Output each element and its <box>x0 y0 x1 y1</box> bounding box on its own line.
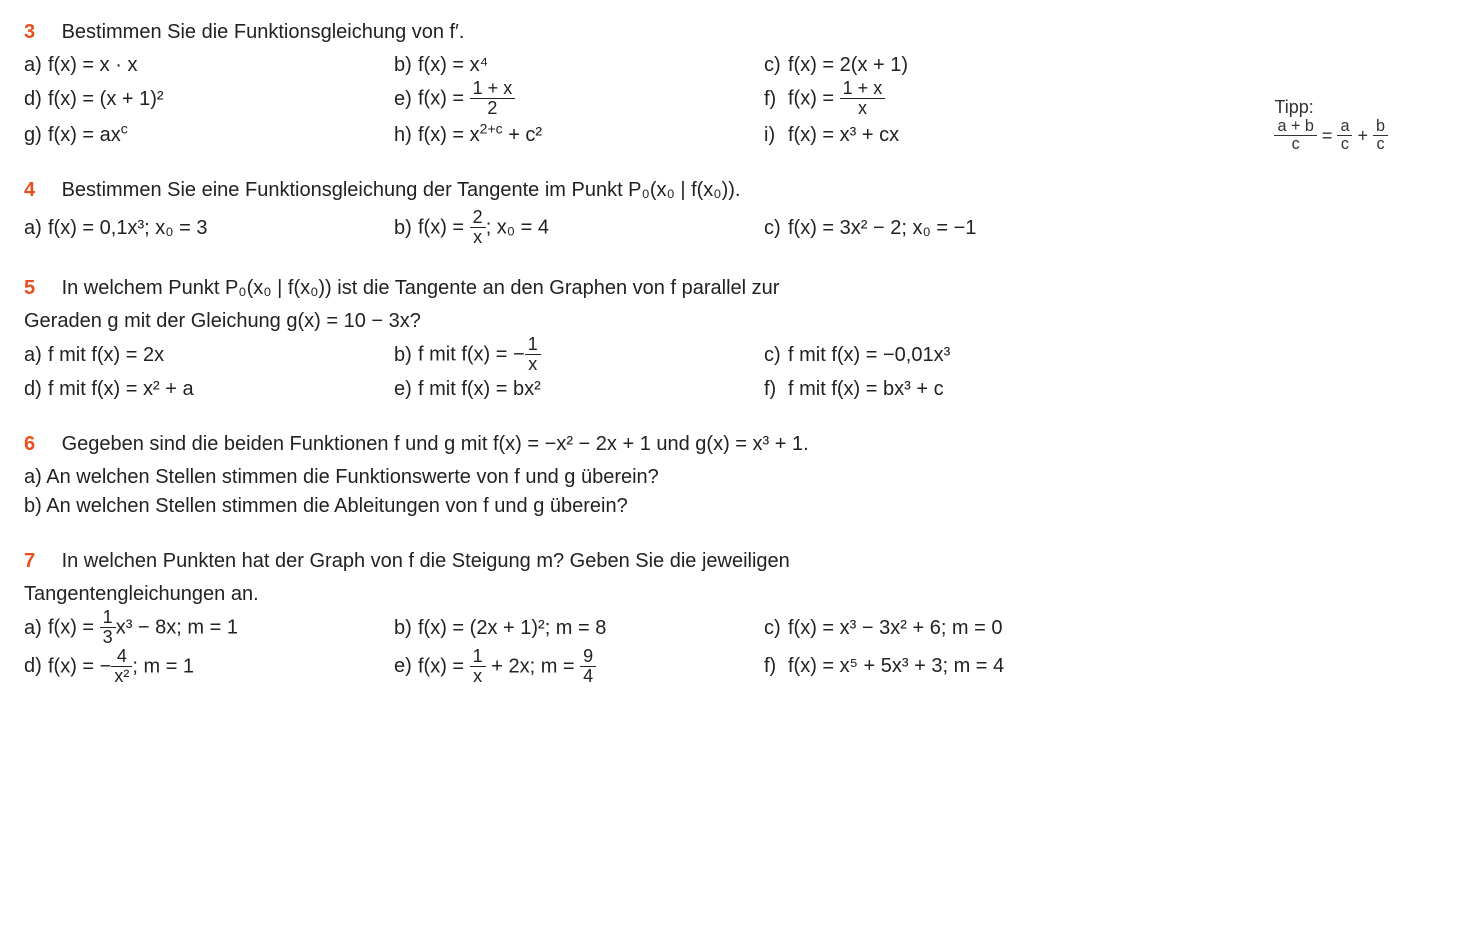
q3-h: h)f(x) = x2+c + c² <box>394 119 764 151</box>
q4-prompt: 4 Bestimmen Sie eine Funktionsgleichung … <box>24 176 1434 205</box>
q6-a: a) An welchen Stellen stimmen die Funkti… <box>24 463 1434 492</box>
question-7: 7 In welchen Punkten hat der Graph von f… <box>24 547 1434 687</box>
tipp-label: Tipp: <box>1274 96 1388 119</box>
tipp-formula: a + bc = ac + bc <box>1274 119 1388 154</box>
q3-i: i)f(x) = x³ + cx <box>764 121 1134 150</box>
q5-number: 5 <box>24 274 46 303</box>
q7-c: c)f(x) = x³ − 3x² + 6; m = 0 <box>764 614 1134 643</box>
q5-f: f)f mit f(x) = bx³ + c <box>764 375 1134 404</box>
q4-a: a)f(x) = 0,1x³; x₀ = 3 <box>24 214 394 243</box>
q7-prompt: 7 In welchen Punkten hat der Graph von f… <box>24 547 1434 576</box>
q4-c: c)f(x) = 3x² − 2; x₀ = −1 <box>764 214 1134 243</box>
q3-c: c)f(x) = 2(x + 1) <box>764 51 1134 80</box>
q5-prompt: 5 In welchem Punkt P₀(x₀ | f(x₀)) ist di… <box>24 274 1434 303</box>
question-3: 3 Bestimmen Sie die Funktionsgleichung v… <box>24 18 1434 150</box>
q7-prompt-line2: Tangentengleichungen an. <box>24 580 1434 609</box>
question-5: 5 In welchem Punkt P₀(x₀ | f(x₀)) ist di… <box>24 274 1434 404</box>
q5-a: a)f mit f(x) = 2x <box>24 341 394 370</box>
q3-f: f)f(x) = 1 + xx <box>764 80 1134 119</box>
question-4: 4 Bestimmen Sie eine Funktionsgleichung … <box>24 176 1434 248</box>
tipp-box: Tipp: a + bc = ac + bc <box>1274 96 1388 154</box>
q5-b: b)f mit f(x) = −1x <box>394 336 764 375</box>
q3-e: e)f(x) = 1 + x2 <box>394 80 764 119</box>
q3-g: g)f(x) = axc <box>24 119 394 151</box>
q6-b: b) An welchen Stellen stimmen die Ableit… <box>24 492 1434 521</box>
q3-number: 3 <box>24 18 46 47</box>
q3-b: b)f(x) = x⁴ <box>394 51 764 80</box>
q4-b: b)f(x) = 2x; x₀ = 4 <box>394 209 764 248</box>
q5-e: e)f mit f(x) = bx² <box>394 375 764 404</box>
q4-number: 4 <box>24 176 46 205</box>
q5-c: c)f mit f(x) = −0,01x³ <box>764 341 1134 370</box>
q3-prompt: 3 Bestimmen Sie die Funktionsgleichung v… <box>24 18 1434 47</box>
q5-d: d)f mit f(x) = x² + a <box>24 375 394 404</box>
q7-d: d)f(x) = −4x²; m = 1 <box>24 648 394 687</box>
q7-f: f)f(x) = x⁵ + 5x³ + 3; m = 4 <box>764 652 1134 681</box>
q3-a: a)f(x) = x · x <box>24 51 394 80</box>
q6-prompt: 6 Gegeben sind die beiden Funktionen f u… <box>24 430 1434 459</box>
q5-prompt-line2: Geraden g mit der Gleichung g(x) = 10 − … <box>24 307 1434 336</box>
q3-d: d)f(x) = (x + 1)² <box>24 85 394 114</box>
question-6: 6 Gegeben sind die beiden Funktionen f u… <box>24 430 1434 521</box>
q6-number: 6 <box>24 430 46 459</box>
q7-b: b)f(x) = (2x + 1)²; m = 8 <box>394 614 764 643</box>
q7-a: a)f(x) = 13x³ − 8x; m = 1 <box>24 609 394 648</box>
q7-e: e)f(x) = 1x + 2x; m = 94 <box>394 648 764 687</box>
q7-number: 7 <box>24 547 46 576</box>
